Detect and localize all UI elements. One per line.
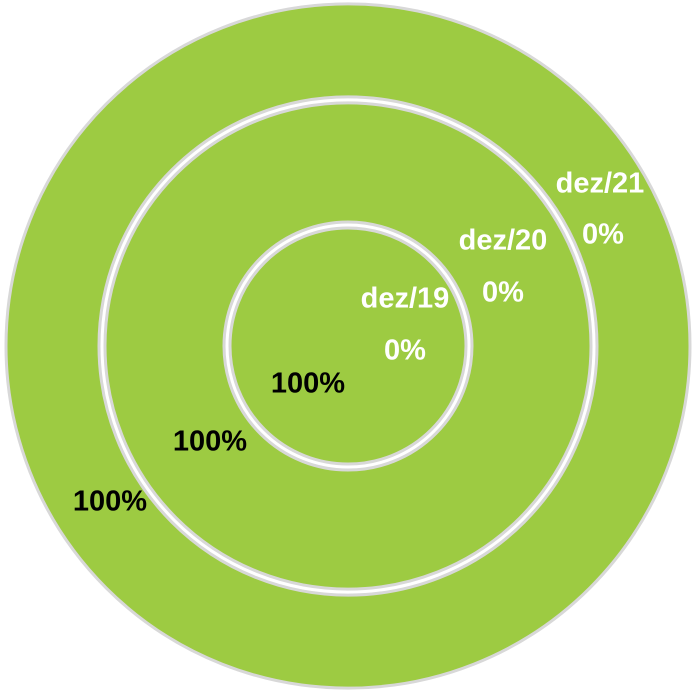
data-label: 100% <box>271 368 345 400</box>
data-label: 0% <box>482 277 524 309</box>
ring-segment <box>4 2 692 690</box>
series-label: dez/19 <box>361 283 450 315</box>
ring-segment <box>228 226 468 466</box>
data-label: 0% <box>582 219 624 251</box>
series-label: dez/20 <box>459 225 548 257</box>
ring-segment <box>103 101 593 591</box>
data-label: 100% <box>73 486 147 518</box>
series-label: dez/21 <box>556 168 645 200</box>
data-label: 0% <box>384 335 426 367</box>
data-label: 100% <box>173 426 247 458</box>
